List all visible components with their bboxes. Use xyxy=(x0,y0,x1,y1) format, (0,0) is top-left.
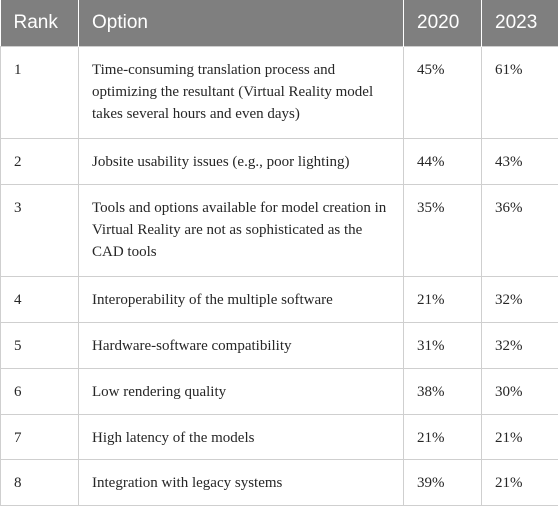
value-2020-cell: 35% xyxy=(404,184,482,276)
table-row: 3 Tools and options available for model … xyxy=(1,184,558,276)
value-2020-cell: 21% xyxy=(404,414,482,459)
value-2023-cell: 61% xyxy=(482,46,558,138)
value-2020-cell: 44% xyxy=(404,138,482,184)
value-2020-cell: 21% xyxy=(404,276,482,322)
rank-cell: 2 xyxy=(1,138,79,184)
value-2023-cell: 43% xyxy=(482,138,558,184)
header-2023: 2023 xyxy=(482,0,558,46)
option-cell: Integration with legacy systems xyxy=(79,459,404,505)
value-2023-cell: 21% xyxy=(482,414,558,459)
header-rank: Rank xyxy=(1,0,79,46)
rank-cell: 7 xyxy=(1,414,79,459)
value-2023-cell: 32% xyxy=(482,276,558,322)
table-row: 4 Interoperability of the multiple softw… xyxy=(1,276,558,322)
option-cell: Tools and options available for model cr… xyxy=(79,184,404,276)
rank-cell: 3 xyxy=(1,184,79,276)
table-row: 5 Hardware-software compatibility 31% 32… xyxy=(1,322,558,368)
value-2023-cell: 32% xyxy=(482,322,558,368)
value-2023-cell: 36% xyxy=(482,184,558,276)
rank-cell: 4 xyxy=(1,276,79,322)
table-row: 2 Jobsite usability issues (e.g., poor l… xyxy=(1,138,558,184)
option-cell: Hardware-software compatibility xyxy=(79,322,404,368)
value-2020-cell: 45% xyxy=(404,46,482,138)
rank-cell: 6 xyxy=(1,368,79,414)
value-2020-cell: 31% xyxy=(404,322,482,368)
option-cell: Jobsite usability issues (e.g., poor lig… xyxy=(79,138,404,184)
option-cell: High latency of the models xyxy=(79,414,404,459)
value-2020-cell: 39% xyxy=(404,459,482,505)
table-row: 6 Low rendering quality 38% 30% xyxy=(1,368,558,414)
value-2023-cell: 30% xyxy=(482,368,558,414)
option-cell: Interoperability of the multiple softwar… xyxy=(79,276,404,322)
rank-cell: 8 xyxy=(1,459,79,505)
rank-cell: 1 xyxy=(1,46,79,138)
value-2020-cell: 38% xyxy=(404,368,482,414)
rank-cell: 5 xyxy=(1,322,79,368)
table-body: 1 Time-consuming translation process and… xyxy=(1,46,558,505)
table-row: 8 Integration with legacy systems 39% 21… xyxy=(1,459,558,505)
header-option: Option xyxy=(79,0,404,46)
option-cell: Low rendering quality xyxy=(79,368,404,414)
table-row: 1 Time-consuming translation process and… xyxy=(1,46,558,138)
header-row: Rank Option 2020 2023 xyxy=(1,0,558,46)
table-row: 7 High latency of the models 21% 21% xyxy=(1,414,558,459)
option-cell: Time-consuming translation process and o… xyxy=(79,46,404,138)
table-header: Rank Option 2020 2023 xyxy=(1,0,558,46)
value-2023-cell: 21% xyxy=(482,459,558,505)
header-2020: 2020 xyxy=(404,0,482,46)
